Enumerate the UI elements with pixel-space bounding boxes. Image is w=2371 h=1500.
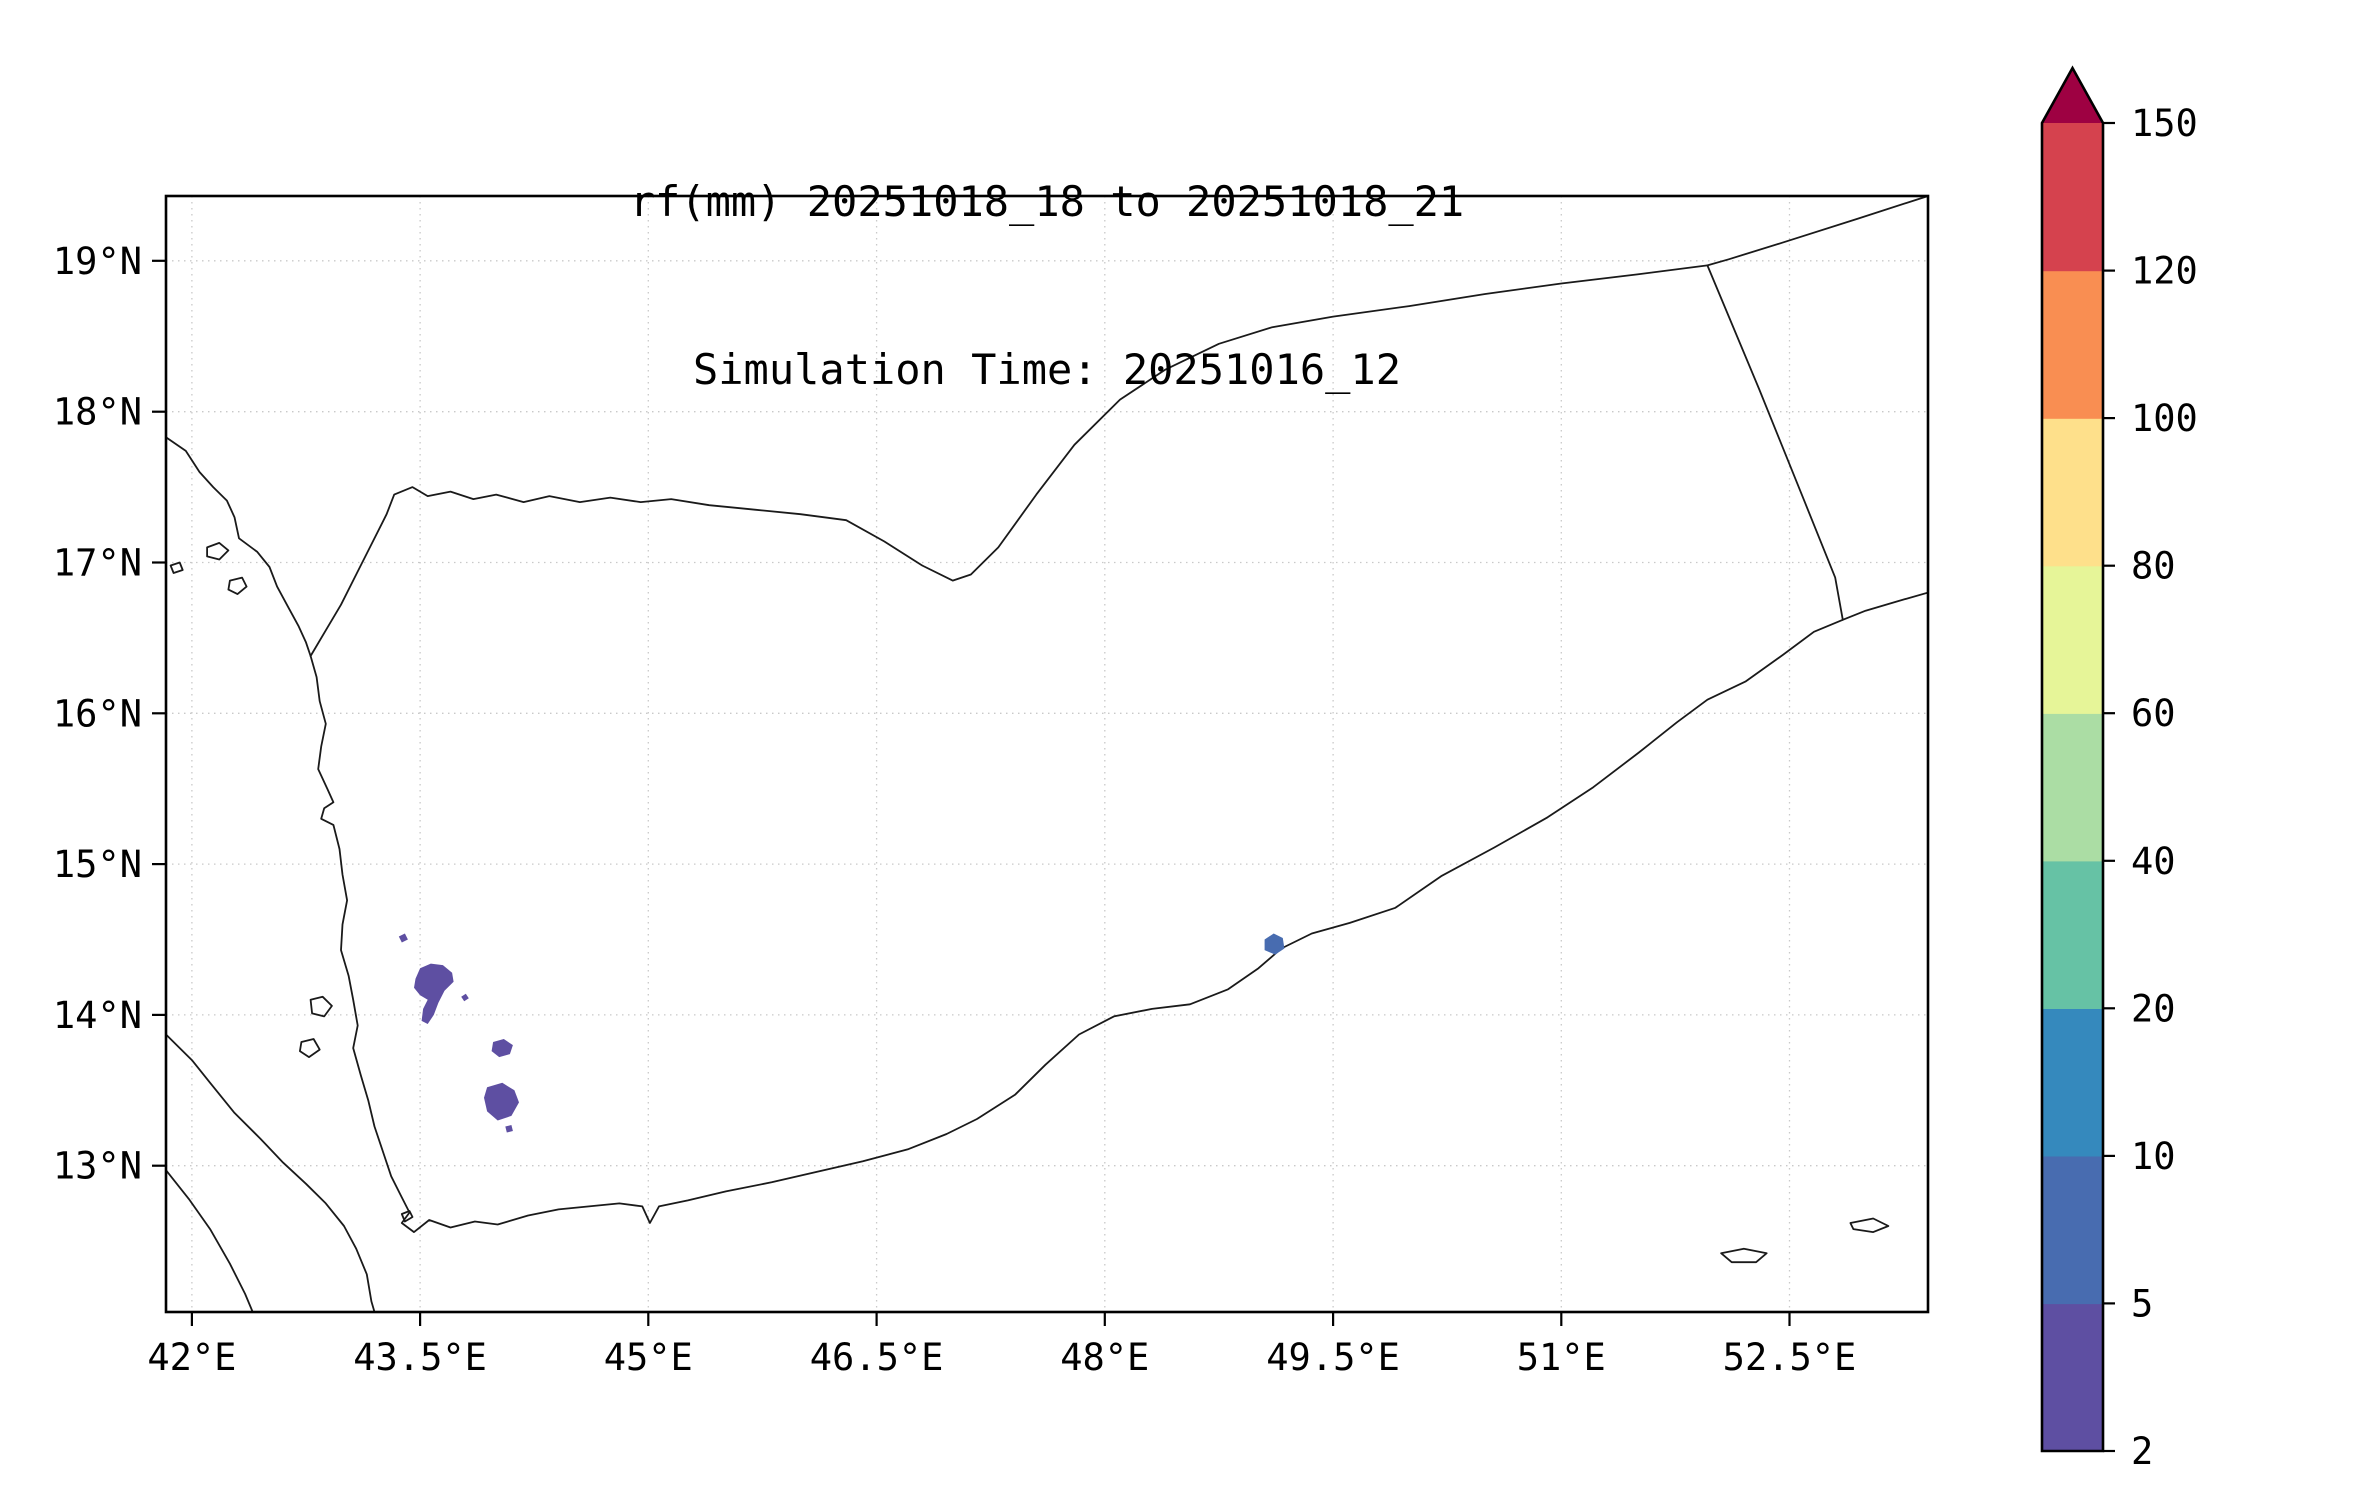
y-tick-label: 14°N <box>53 994 142 1037</box>
rain-cell <box>484 1082 519 1121</box>
y-tick-label: 15°N <box>53 843 142 886</box>
x-tick-label: 51°E <box>1517 1336 1606 1379</box>
perim-island <box>400 1210 414 1223</box>
colorbar: 2 5 10 20 40 60 80 100 120 150 <box>2040 65 2198 1473</box>
african-coastline-2 <box>166 1169 254 1312</box>
colorbar-segment <box>2042 1155 2103 1305</box>
y-tick-label: 13°N <box>53 1145 142 1188</box>
x-tick-label: 43.5°E <box>353 1336 487 1379</box>
y-tick-label: 18°N <box>53 391 142 434</box>
colorbar-over-arrow <box>2042 68 2103 123</box>
socotra-west-tip <box>1849 1217 1890 1233</box>
x-tick-label: 48°E <box>1060 1336 1149 1379</box>
rain-cell <box>491 1039 513 1058</box>
rain-cell <box>505 1125 513 1133</box>
arabia-coastline <box>166 436 1928 1233</box>
y-tick-label: 17°N <box>53 542 142 585</box>
x-tick-label: 42°E <box>147 1336 236 1379</box>
abd-al-kuri-island <box>1720 1247 1768 1264</box>
colorbar-outline <box>2040 65 2105 1453</box>
rain-cell <box>461 993 469 1002</box>
colorbar-tick-label: 60 <box>2131 692 2176 735</box>
farasan-island-1 <box>206 542 230 561</box>
x-tick-label: 52.5°E <box>1723 1336 1857 1379</box>
map-plot-area: 42°E 43.5°E 45°E 46.5°E 48°E 49.5°E 51°E 52.5°E… <box>53 194 1930 1379</box>
plot-frame <box>164 194 1930 1314</box>
colorbar-segment <box>2042 418 2103 567</box>
figure-title: rf(mm) 20251018_18 to 20251018_21 Simula… <box>166 62 1928 510</box>
map-clipped-content <box>166 196 1928 1312</box>
figure-title-line2: Simulation Time: 20251016_12 <box>692 345 1401 394</box>
y-tick-label: 16°N <box>53 692 142 735</box>
rain-cell <box>1264 933 1285 955</box>
colorbar-tick-label: 100 <box>2131 397 2198 440</box>
colorbar-segment <box>2042 1008 2103 1157</box>
colorbar-segment <box>2042 860 2103 1009</box>
african-coastline <box>166 1033 376 1312</box>
colorbar-tick-label: 120 <box>2131 250 2198 293</box>
farasan-island-2 <box>227 576 248 595</box>
oman-saudi-line <box>1706 196 1928 267</box>
colorbar-tick-label: 20 <box>2131 987 2176 1030</box>
colorbar-segment <box>2042 713 2103 862</box>
colorbar-tick-label: 40 <box>2131 840 2176 883</box>
colorbar-tick-label: 5 <box>2131 1282 2153 1325</box>
x-tick-label: 49.5°E <box>1266 1336 1400 1379</box>
colorbar-segment <box>2042 270 2103 419</box>
colorbar-tick-label: 80 <box>2131 545 2176 588</box>
farasan-island-3 <box>169 561 184 574</box>
rain-cell <box>398 933 408 943</box>
oman-yemen-border <box>1706 264 1844 621</box>
colorbar-tick-label: 2 <box>2131 1430 2153 1473</box>
colorbar-segment <box>2042 565 2103 714</box>
colorbar-segment <box>2042 1303 2103 1452</box>
x-tick-label: 46.5°E <box>810 1336 944 1379</box>
y-tick-label: 19°N <box>53 240 142 283</box>
hanish-island <box>299 1038 321 1058</box>
colorbar-tick-label: 150 <box>2131 102 2198 145</box>
figure-title-line1: rf(mm) 20251018_18 to 20251018_21 <box>629 177 1465 226</box>
zuqar-island <box>309 995 333 1018</box>
colorbar-tick-label: 10 <box>2131 1135 2176 1178</box>
saudi-yemen-border <box>309 264 1709 657</box>
x-tick-label: 45°E <box>604 1336 693 1379</box>
colorbar-segment <box>2042 123 2103 272</box>
rain-cell <box>414 963 454 1024</box>
